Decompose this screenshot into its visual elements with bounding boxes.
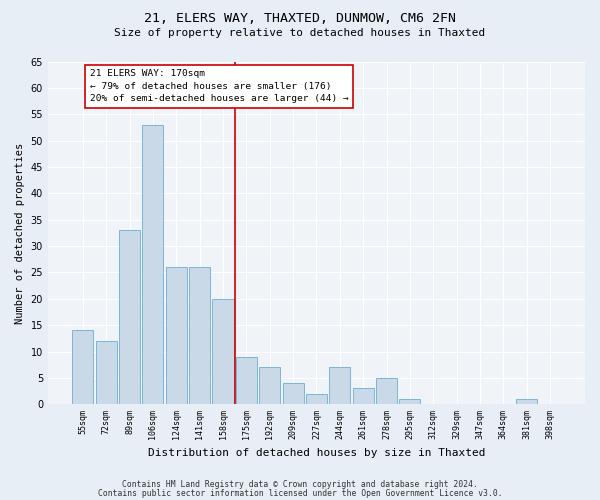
Text: Size of property relative to detached houses in Thaxted: Size of property relative to detached ho… <box>115 28 485 38</box>
Bar <box>376 378 397 404</box>
Bar <box>329 368 350 405</box>
Bar <box>95 341 117 404</box>
Bar <box>119 230 140 404</box>
Y-axis label: Number of detached properties: Number of detached properties <box>15 142 25 324</box>
Bar <box>306 394 327 404</box>
Bar <box>142 125 163 404</box>
Bar <box>259 368 280 405</box>
Bar <box>212 299 233 405</box>
Text: Contains HM Land Registry data © Crown copyright and database right 2024.: Contains HM Land Registry data © Crown c… <box>122 480 478 489</box>
Bar <box>73 330 94 404</box>
Bar <box>166 267 187 404</box>
X-axis label: Distribution of detached houses by size in Thaxted: Distribution of detached houses by size … <box>148 448 485 458</box>
Text: Contains public sector information licensed under the Open Government Licence v3: Contains public sector information licen… <box>98 488 502 498</box>
Bar <box>236 357 257 405</box>
Text: 21, ELERS WAY, THAXTED, DUNMOW, CM6 2FN: 21, ELERS WAY, THAXTED, DUNMOW, CM6 2FN <box>144 12 456 26</box>
Bar <box>400 399 421 404</box>
Text: 21 ELERS WAY: 170sqm
← 79% of detached houses are smaller (176)
20% of semi-deta: 21 ELERS WAY: 170sqm ← 79% of detached h… <box>90 70 349 103</box>
Bar <box>353 388 374 404</box>
Bar <box>516 399 537 404</box>
Bar <box>283 383 304 404</box>
Bar <box>189 267 210 404</box>
